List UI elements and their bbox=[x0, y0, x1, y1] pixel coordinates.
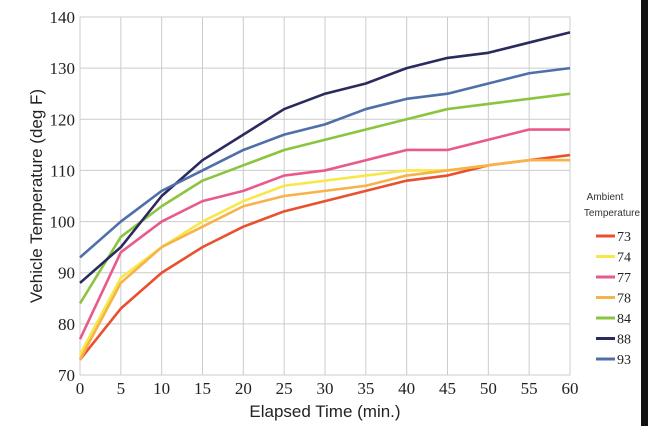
x-tick-label: 5 bbox=[117, 379, 126, 398]
x-tick-label: 60 bbox=[562, 379, 579, 398]
y-tick-label: 120 bbox=[50, 110, 76, 129]
series-line-77 bbox=[78, 128, 570, 340]
legend-label-78: 78 bbox=[617, 292, 631, 307]
right-edge-bar bbox=[641, 0, 648, 426]
y-tick-label: 90 bbox=[58, 264, 75, 283]
x-tick-label: 15 bbox=[194, 379, 211, 398]
legend-label-93: 93 bbox=[617, 353, 631, 368]
x-tick-label: 25 bbox=[276, 379, 293, 398]
legend-label-88: 88 bbox=[617, 333, 631, 348]
legend-title-line2: Temperature bbox=[584, 208, 641, 219]
legend-label-74: 74 bbox=[617, 251, 631, 266]
x-tick-label: 55 bbox=[521, 379, 538, 398]
x-axis-label: Elapsed Time (min.) bbox=[249, 402, 400, 421]
x-tick-label: 10 bbox=[153, 379, 170, 398]
x-tick-label: 20 bbox=[235, 379, 252, 398]
legend-label-73: 73 bbox=[617, 230, 631, 245]
y-tick-label: 110 bbox=[50, 161, 75, 180]
tick-labels: 0 5 10 15 20 25 30 35 40 45 50 55 60 70 80 90 100 110 120 1… bbox=[50, 8, 579, 398]
legend-label-77: 77 bbox=[617, 271, 631, 286]
legend: Ambient Temperature 73 74 77 78 84 88 93 bbox=[584, 192, 641, 368]
series-line-88 bbox=[79, 31, 571, 284]
series-line-84 bbox=[78, 92, 571, 305]
y-tick-label: 100 bbox=[50, 213, 76, 232]
x-tick-label: 30 bbox=[317, 379, 334, 398]
series-line-78 bbox=[78, 158, 570, 361]
y-tick-label: 70 bbox=[58, 366, 75, 385]
series-lines bbox=[78, 31, 571, 361]
y-tick-label: 130 bbox=[50, 59, 76, 78]
x-tick-label: 0 bbox=[76, 379, 85, 398]
x-tick-label: 45 bbox=[439, 379, 456, 398]
y-tick-label: 140 bbox=[50, 8, 76, 27]
legend-title-line1: Ambient bbox=[587, 192, 624, 203]
legend-label-84: 84 bbox=[617, 312, 631, 327]
y-tick-label: 80 bbox=[58, 315, 75, 334]
series-line-93 bbox=[79, 66, 571, 259]
x-tick-label: 40 bbox=[398, 379, 415, 398]
y-axis-label: Vehicle Temperature (deg F) bbox=[27, 89, 46, 303]
x-tick-label: 50 bbox=[480, 379, 497, 398]
x-tick-label: 35 bbox=[357, 379, 374, 398]
